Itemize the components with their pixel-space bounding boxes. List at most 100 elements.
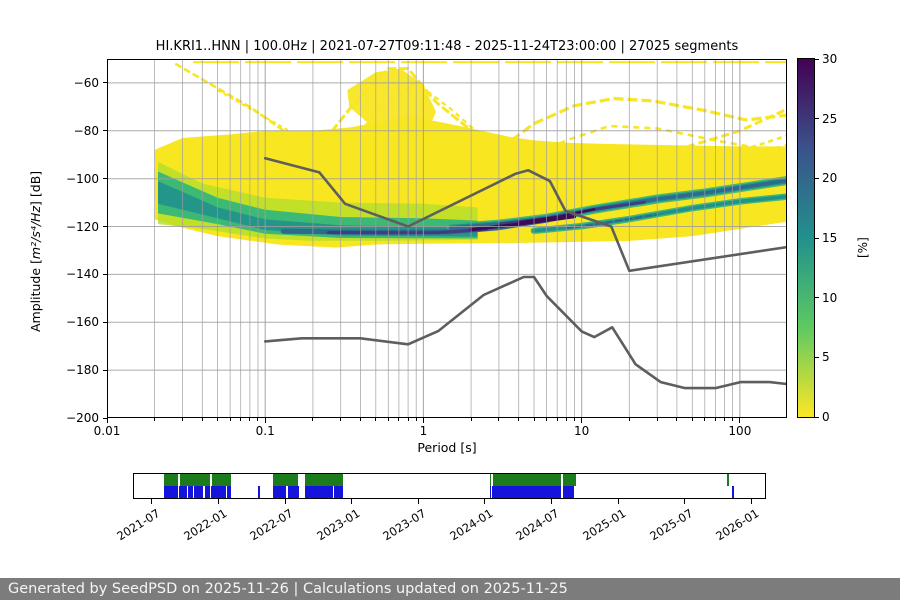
y-tick-mark	[103, 178, 107, 180]
ppsd-plot-area	[107, 59, 787, 418]
x-minor-tick-mark	[676, 418, 678, 421]
colorbar-tick-mark	[815, 237, 819, 239]
x-minor-tick-mark	[257, 418, 259, 421]
y-tick-mark	[103, 417, 107, 419]
x-minor-tick-mark	[201, 418, 203, 421]
x-minor-tick-mark	[415, 418, 417, 421]
x-minor-tick-mark	[656, 418, 658, 421]
date-tick-label: 2026-01	[713, 506, 762, 544]
grid-lines	[107, 59, 787, 418]
y-tick-label: −200	[66, 411, 99, 425]
date-tick-mark	[750, 499, 752, 504]
x-minor-tick-mark	[691, 418, 693, 421]
availability-segment-blue	[562, 486, 575, 498]
date-tick-mark	[684, 499, 686, 504]
x-minor-tick-mark	[229, 418, 231, 421]
date-tick-mark	[417, 499, 419, 504]
x-tick-label: 0.1	[255, 424, 275, 438]
availability-segment-blue	[227, 486, 231, 498]
availability-segment-blue	[492, 486, 562, 498]
availability-segment-blue	[163, 486, 179, 498]
x-tick-label: 1	[419, 424, 428, 438]
availability-segment-green	[163, 474, 178, 486]
x-minor-tick-mark	[312, 418, 314, 421]
colorbar-label: [%]	[856, 237, 870, 258]
availability-segment-green	[492, 474, 562, 486]
date-tick-mark	[617, 499, 619, 504]
x-minor-tick-mark	[359, 418, 361, 421]
x-minor-tick-mark	[714, 418, 716, 421]
y-tick-label: −80	[73, 123, 99, 138]
date-tick-label: 2022-07	[247, 506, 296, 544]
x-tick-mark	[106, 418, 108, 423]
date-tick-mark	[351, 499, 353, 504]
date-tick-mark	[284, 499, 286, 504]
colorbar-tick-label: 5	[822, 350, 830, 365]
colorbar-tick-label: 15	[822, 231, 838, 245]
date-tick-mark	[484, 499, 486, 504]
colorbar-tick-mark	[815, 58, 819, 60]
x-minor-tick-mark	[470, 418, 472, 421]
x-minor-tick-mark	[724, 418, 726, 421]
x-tick-label: 0.01	[93, 424, 121, 438]
footer-text: Generated by SeedPSD on 2025-11-26 | Cal…	[8, 581, 568, 597]
availability-segment-blue	[272, 486, 287, 498]
y-tick-mark	[103, 82, 107, 84]
colorbar-tick-label: 10	[822, 290, 838, 305]
y-tick-label: −160	[66, 315, 99, 330]
colorbar-tick-mark	[815, 118, 819, 120]
date-tick-label: 2024-01	[447, 506, 496, 544]
x-tick-mark	[739, 418, 741, 423]
colorbar-tick-mark	[815, 297, 819, 299]
x-minor-tick-mark	[704, 418, 706, 421]
x-minor-tick-mark	[407, 418, 409, 421]
availability-segment-blue	[211, 486, 227, 498]
y-axis-label-part: ] [dB]	[28, 170, 43, 206]
x-tick-label: 100	[728, 424, 752, 438]
ppsd-heatmap-svg	[107, 59, 787, 418]
y-tick-label: −120	[66, 219, 99, 234]
x-minor-tick-mark	[154, 418, 156, 421]
x-minor-tick-mark	[533, 418, 535, 421]
y-axis-label-text: Amplitude [m²/s⁴/Hz] [dB]	[28, 171, 43, 332]
date-tick-label: 2024-07	[513, 506, 562, 544]
x-minor-tick-mark	[498, 418, 500, 421]
date-tick-label: 2023-01	[313, 506, 363, 544]
x-minor-tick-mark	[387, 418, 389, 421]
y-tick-mark	[103, 130, 107, 132]
colorbar-tick-label: 20	[822, 171, 838, 186]
availability-segment-blue	[258, 486, 261, 498]
x-tick-label: 10	[574, 424, 590, 438]
x-tick-mark	[581, 418, 583, 423]
date-tick-label: 2025-07	[646, 506, 696, 544]
availability-segment-blue	[188, 486, 194, 498]
date-tick-mark	[151, 499, 153, 504]
availability-segment-blue	[194, 486, 204, 498]
y-tick-label: −140	[66, 267, 99, 282]
y-axis-label: Amplitude [m²/s⁴/Hz] [dB]	[28, 171, 43, 332]
x-minor-tick-mark	[217, 418, 219, 421]
y-tick-label: −60	[73, 75, 99, 90]
availability-segment-green	[305, 474, 344, 486]
availability-segment-blue	[179, 486, 188, 498]
availability-segment-green	[179, 474, 210, 486]
availability-segment-blue	[305, 486, 333, 498]
x-minor-tick-mark	[240, 418, 242, 421]
availability-bar	[133, 473, 766, 499]
availability-segment-blue	[287, 486, 299, 498]
x-minor-tick-mark	[573, 418, 575, 421]
nlnm-line	[263, 275, 787, 390]
y-tick-mark	[103, 321, 107, 323]
footer-bar: Generated by SeedPSD on 2025-11-26 | Cal…	[0, 578, 900, 600]
x-minor-tick-mark	[628, 418, 630, 421]
date-tick-label: 2025-01	[580, 506, 629, 544]
colorbar-gradient	[797, 58, 815, 418]
x-tick-mark	[264, 418, 266, 423]
colorbar-tick-label: 0	[822, 410, 830, 424]
x-minor-tick-mark	[375, 418, 377, 421]
availability-segment-blue	[205, 486, 211, 498]
plot-title: HI.KRI1..HNN | 100.0Hz | 2021-07-27T09:1…	[155, 39, 739, 54]
colorbar-tick-mark	[815, 416, 819, 418]
x-minor-tick-mark	[546, 418, 548, 421]
